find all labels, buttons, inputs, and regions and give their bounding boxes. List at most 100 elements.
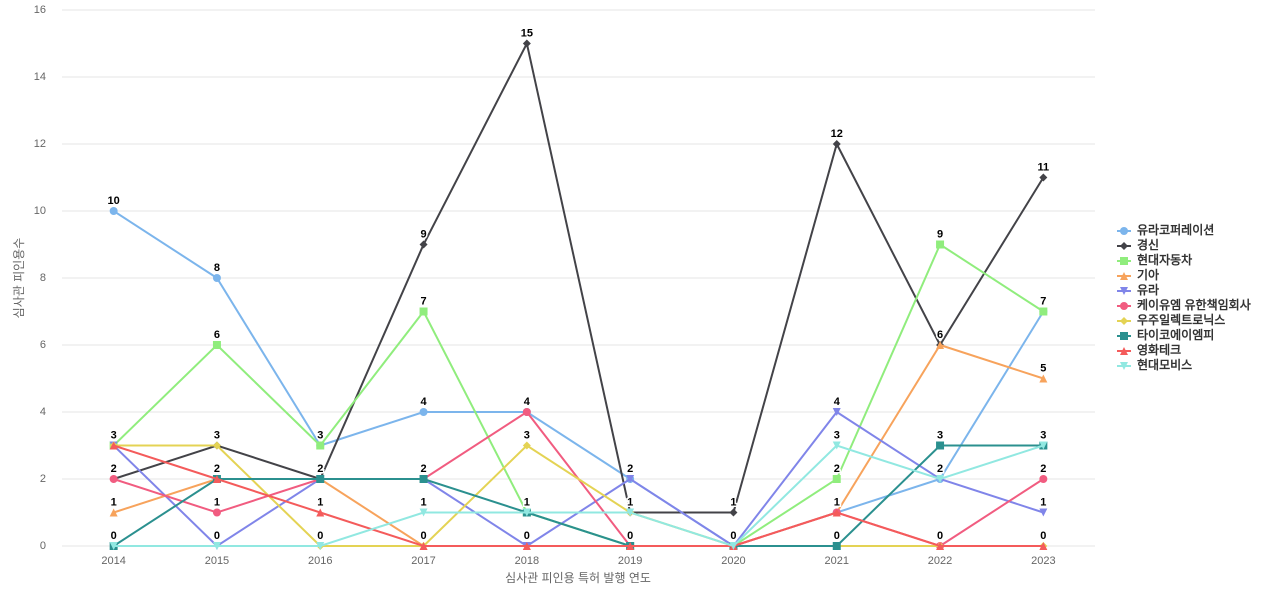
- legend-item[interactable]: 기아: [1117, 267, 1159, 282]
- legend-label: 우주일렉트로닉스: [1137, 312, 1225, 327]
- marker: [316, 542, 325, 550]
- data-label: 1: [420, 496, 426, 508]
- data-label: 2: [420, 463, 426, 475]
- marker: [1120, 242, 1128, 250]
- data-label: 0: [1040, 530, 1046, 542]
- legend-item[interactable]: 유라코퍼레이션: [1117, 222, 1214, 237]
- marker: [832, 441, 841, 450]
- legend-label: 현대자동차: [1137, 252, 1192, 267]
- data-label: 1: [834, 496, 840, 508]
- marker: [109, 508, 118, 517]
- data-label: 2: [317, 463, 323, 475]
- marker: [1120, 332, 1128, 340]
- data-label: 0: [1040, 530, 1046, 542]
- data-label: 0: [627, 530, 633, 542]
- data-label: 0: [524, 530, 530, 542]
- data-label: 0: [627, 530, 633, 542]
- series-line: [113, 40, 1045, 514]
- data-label: 3: [214, 429, 220, 441]
- data-label: 0: [730, 530, 736, 542]
- y-tick-label: 0: [40, 540, 46, 552]
- data-label: 0: [627, 530, 633, 542]
- data-label: 7: [420, 295, 426, 307]
- data-label: 1: [627, 496, 633, 508]
- data-label: 11: [1038, 161, 1050, 173]
- marker: [1039, 542, 1048, 550]
- marker: [626, 475, 635, 483]
- marker: [626, 508, 635, 517]
- data-label: 0: [420, 530, 426, 542]
- data-label: 0: [730, 530, 736, 542]
- series-line: [113, 444, 1044, 547]
- marker: [1039, 374, 1048, 383]
- data-label: 0: [834, 530, 840, 542]
- data-label: 7: [1040, 295, 1046, 307]
- data-label: 2: [627, 463, 633, 475]
- legend-label: 기아: [1137, 267, 1159, 282]
- legend-label: 현대모비스: [1137, 357, 1192, 372]
- marker: [212, 274, 221, 282]
- x-tick-label: 2015: [205, 555, 229, 567]
- marker: [1120, 287, 1128, 295]
- data-label: 2: [937, 463, 943, 475]
- x-tick-label: 2017: [411, 555, 435, 567]
- data-label: 4: [524, 396, 531, 408]
- marker: [419, 475, 428, 483]
- data-label: 15: [521, 27, 533, 39]
- data-label: 7: [1040, 295, 1046, 307]
- data-label: 2: [317, 463, 323, 475]
- data-label: 0: [111, 530, 117, 542]
- marker: [832, 408, 841, 416]
- x-tick-label: 2018: [515, 555, 539, 567]
- x-tick-label: 2023: [1031, 555, 1055, 567]
- data-label: 0: [730, 530, 736, 542]
- y-tick-label: 8: [40, 272, 46, 284]
- data-label: 1: [834, 496, 840, 508]
- legend-label: 유라코퍼레이션: [1137, 222, 1214, 237]
- data-label: 1: [627, 496, 633, 508]
- data-label: 1: [834, 496, 840, 508]
- data-label: 3: [1040, 429, 1046, 441]
- marker: [522, 441, 531, 450]
- data-label: 2: [214, 463, 220, 475]
- marker: [212, 441, 221, 450]
- legend-item[interactable]: 현대자동차: [1117, 252, 1192, 267]
- data-label: 1: [111, 496, 117, 508]
- marker: [1120, 347, 1128, 355]
- data-label: 1: [317, 496, 323, 508]
- marker: [316, 441, 325, 450]
- data-label: 0: [730, 530, 736, 542]
- x-tick-label: 2020: [721, 555, 745, 567]
- data-label: 3: [111, 429, 117, 441]
- data-label: 2: [111, 463, 117, 475]
- marker: [522, 508, 531, 517]
- legend-label: 유라: [1137, 282, 1159, 297]
- legend-item[interactable]: 현대모비스: [1117, 357, 1192, 372]
- series-line: [113, 444, 1044, 548]
- data-label: 0: [317, 530, 323, 542]
- data-label: 0: [730, 530, 736, 542]
- legend-item[interactable]: 케이유엠 유한책임회사: [1117, 297, 1251, 312]
- marker: [1039, 508, 1048, 517]
- legend-item[interactable]: 영화테크: [1117, 342, 1181, 357]
- data-label: 0: [420, 530, 426, 542]
- marker: [316, 508, 325, 517]
- marker: [1120, 317, 1128, 325]
- x-axis-title: 심사관 피인용 특허 발행 연도: [505, 570, 651, 585]
- data-label: 4: [524, 396, 531, 408]
- legend-item[interactable]: 유라: [1117, 282, 1159, 297]
- marker: [626, 542, 635, 550]
- data-label: 2: [937, 463, 943, 475]
- legend-item[interactable]: 타이코에이엠피: [1117, 327, 1214, 342]
- data-label: 9: [420, 228, 426, 240]
- legend-item[interactable]: 경신: [1117, 237, 1159, 252]
- data-label: 0: [214, 530, 220, 542]
- data-label: 1: [834, 496, 840, 508]
- data-label: 0: [730, 530, 736, 542]
- data-label: 0: [420, 530, 426, 542]
- x-tick-label: 2014: [101, 555, 125, 567]
- data-label: 2: [214, 463, 220, 475]
- y-tick-label: 14: [34, 71, 46, 83]
- legend-item[interactable]: 우주일렉트로닉스: [1117, 312, 1225, 327]
